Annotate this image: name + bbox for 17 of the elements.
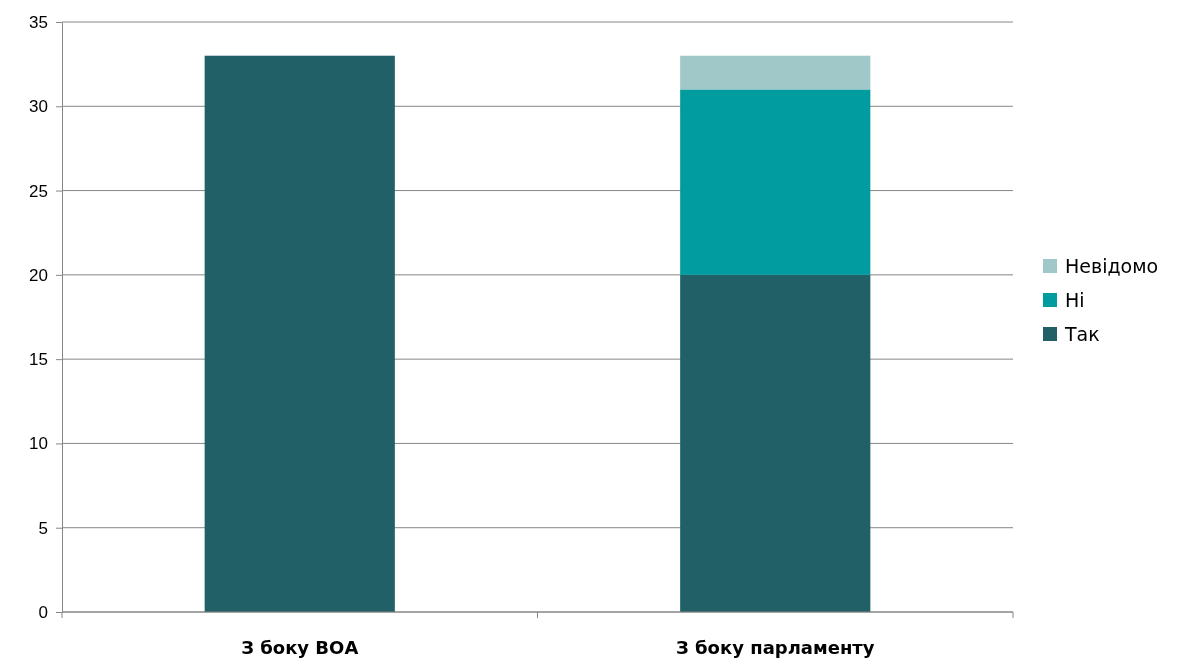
x-tick-label: З боку парламенту [675,637,875,658]
y-tick-label: 5 [38,518,48,538]
y-tick-label: 0 [38,602,48,622]
bar [680,89,871,275]
y-tick-label: 25 [29,181,48,201]
legend-label: Невідомо [1065,255,1159,277]
bar [204,55,395,612]
legend-label: Так [1064,323,1100,345]
bar [680,55,871,90]
bar [680,274,871,612]
y-tick-label: 20 [29,265,48,285]
y-tick-label: 35 [29,12,48,32]
y-tick-label: 15 [29,350,48,370]
y-tick-label: 30 [29,97,48,117]
y-tick-label: 10 [29,434,48,454]
x-tick-label: З боку ВОА [241,637,359,658]
legend-label: Ні [1065,289,1085,311]
